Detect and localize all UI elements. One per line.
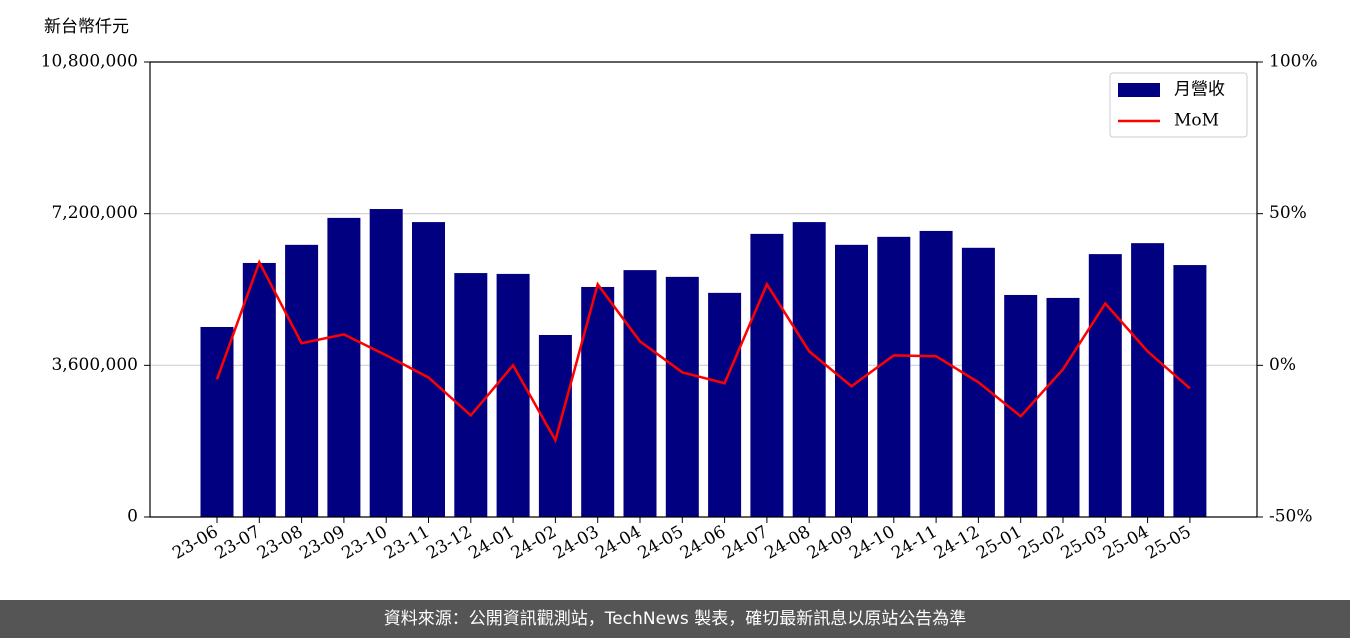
x-tick-label: 23-11: [381, 522, 433, 564]
x-tick-label: 25-03: [1058, 522, 1110, 564]
x-tick-label: 23-07: [212, 522, 264, 564]
bar: [327, 217, 361, 517]
bar: [1046, 297, 1080, 517]
y2-tick-label: 50%: [1269, 203, 1307, 223]
mom-line: [215, 259, 1191, 444]
legend-label: 月營收: [1174, 80, 1225, 100]
x-tick-label: 24-10: [846, 522, 898, 564]
x-tick-label: 24-11: [888, 522, 940, 564]
y2-tick-label: 100%: [1269, 52, 1318, 72]
bar: [919, 230, 953, 517]
bar: [1088, 254, 1122, 517]
x-tick-label: 23-08: [254, 522, 306, 564]
x-tick-label: 24-02: [508, 522, 560, 564]
x-tick-label: 24-01: [465, 522, 517, 564]
x-tick-label: 23-06: [169, 522, 221, 564]
bar: [623, 270, 657, 517]
bar: [200, 326, 234, 517]
x-tick-label: 25-04: [1100, 522, 1152, 564]
x-tick-label: 24-08: [762, 522, 814, 564]
x-tick-label: 25-02: [1015, 522, 1067, 564]
plot-frame: [149, 61, 1258, 518]
bar: [792, 222, 826, 517]
bar: [750, 233, 784, 517]
x-tick-label: 23-09: [296, 522, 348, 564]
y-tick-label: 10,800,000: [41, 52, 138, 72]
bar: [369, 209, 403, 517]
bar: [242, 262, 276, 517]
y2-tick-label: -50%: [1269, 507, 1313, 527]
footer: 資料來源：公開資訊觀測站，TechNews 製表，確切最新訊息以原站公告為準: [0, 600, 1350, 638]
legend-label: MoM: [1174, 111, 1219, 131]
bar: [1173, 265, 1207, 517]
x-tick-label: 23-10: [339, 522, 391, 564]
bar: [496, 273, 530, 517]
chart: 新台幣仟元 0 3,600,000 7,200,000 10,800,000 -50% 0…: [41, 17, 1318, 564]
bar: [877, 236, 911, 518]
bar: [412, 222, 445, 517]
y-tick-label: 7,200,000: [51, 203, 138, 223]
y-axis-unit: 新台幣仟元: [44, 17, 129, 37]
x-tick-label: 25-01: [973, 522, 1025, 564]
y-tick-label: 0: [127, 507, 138, 527]
x-tick-label: 23-12: [423, 522, 475, 564]
x-tick-label: 24-03: [550, 522, 602, 564]
bar: [708, 292, 742, 517]
bar: [454, 273, 488, 517]
x-tick-label: 24-06: [677, 522, 729, 564]
x-tick-label: 24-09: [804, 522, 856, 564]
x-tick-label: 24-07: [719, 522, 771, 564]
x-tick-label: 25-05: [1142, 522, 1194, 564]
x-tick-label: 24-04: [592, 522, 644, 564]
bar: [538, 335, 572, 517]
bar: [835, 244, 868, 517]
x-tick-label: 24-12: [931, 522, 983, 564]
bar: [665, 276, 699, 517]
bar: [1131, 243, 1165, 517]
x-tick-label: 24-05: [635, 522, 687, 564]
y-tick-label: 3,600,000: [51, 355, 138, 375]
bar: [285, 244, 319, 517]
y2-tick-label: 0%: [1269, 355, 1296, 375]
bar: [581, 286, 615, 517]
legend-swatch: [1118, 83, 1160, 97]
